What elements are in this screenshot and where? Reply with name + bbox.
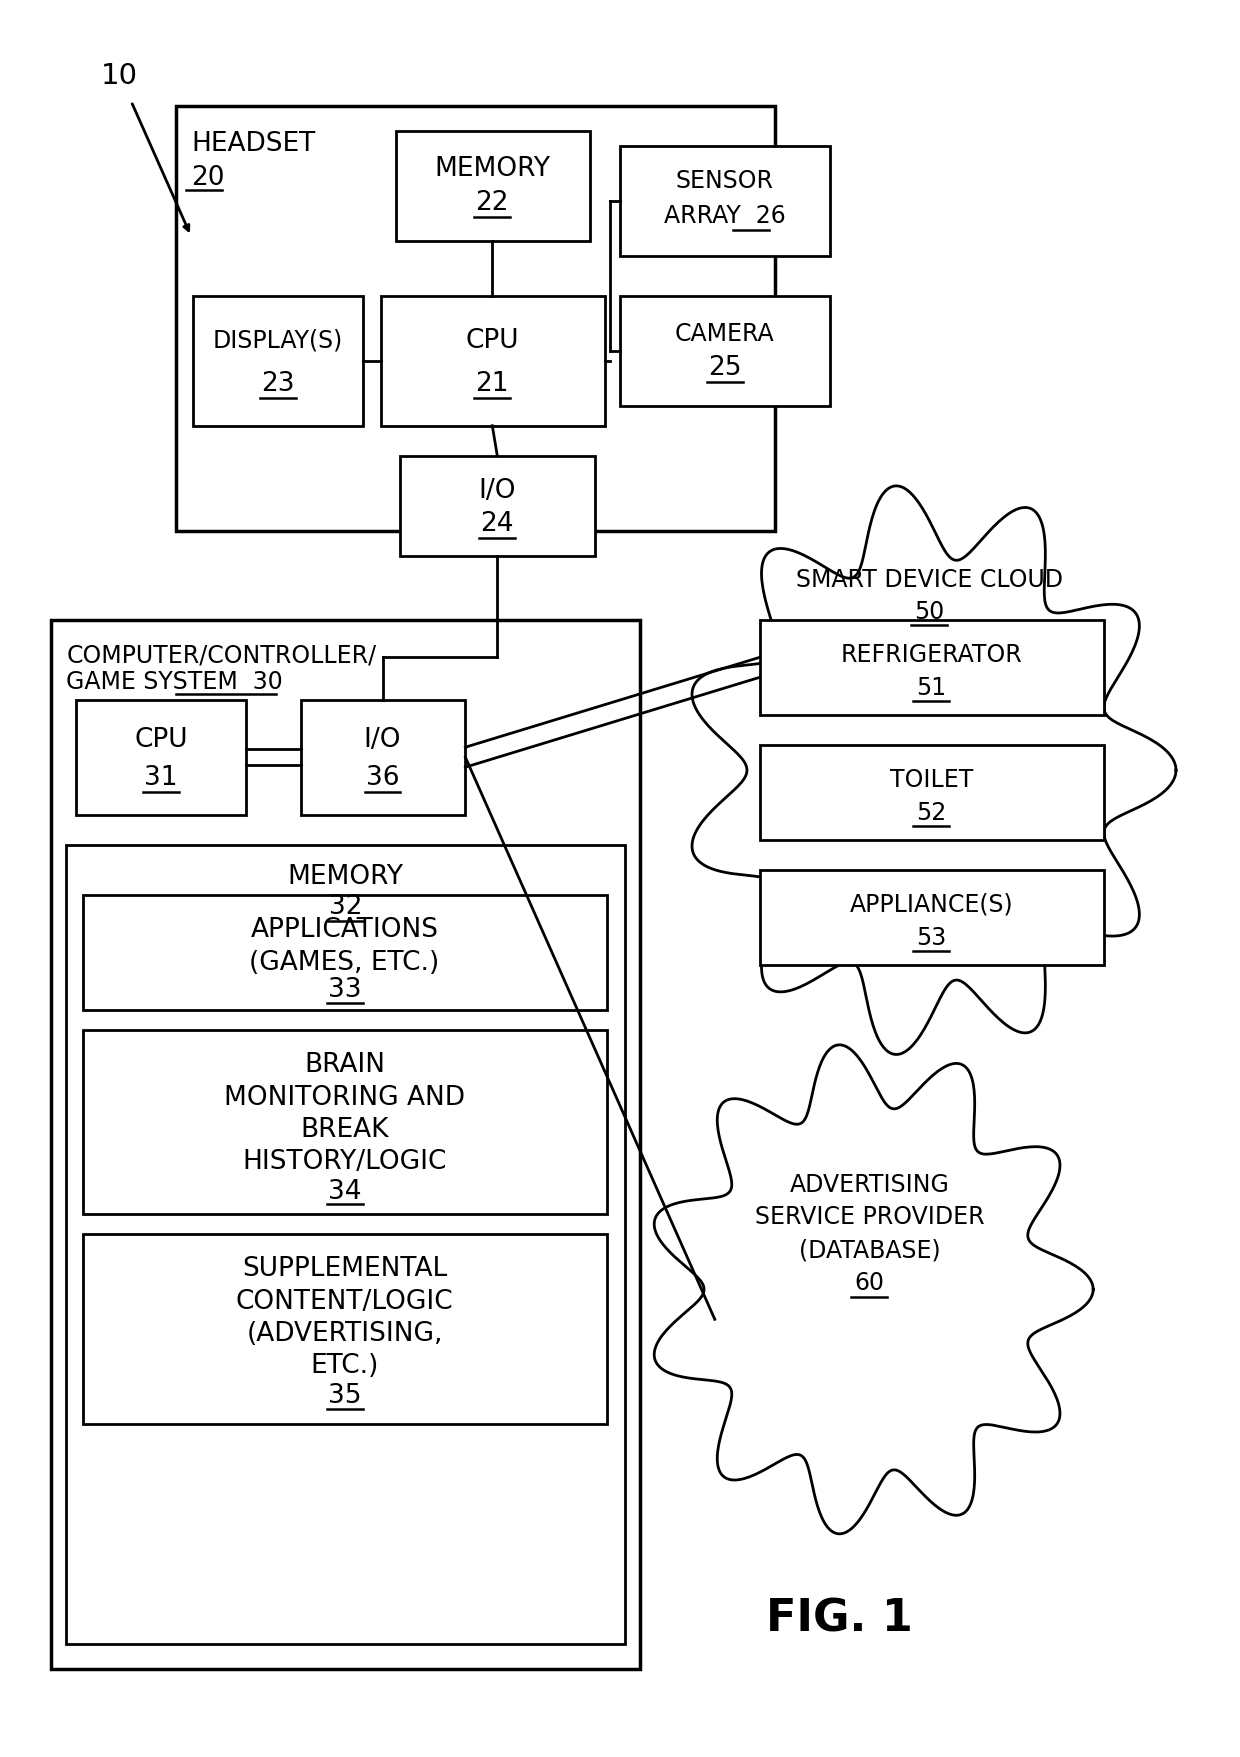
- Text: 32: 32: [329, 894, 362, 921]
- Text: HISTORY/LOGIC: HISTORY/LOGIC: [243, 1149, 446, 1174]
- Bar: [381, 295, 605, 425]
- Text: DISPLAY(S): DISPLAY(S): [212, 329, 343, 353]
- Bar: [176, 105, 775, 531]
- Text: REFRIGERATOR: REFRIGERATOR: [841, 643, 1022, 668]
- Bar: [760, 745, 1104, 840]
- Text: 51: 51: [916, 676, 946, 701]
- Bar: [51, 620, 640, 1669]
- Bar: [66, 845, 625, 1645]
- Text: 33: 33: [327, 977, 361, 1003]
- Text: 60: 60: [854, 1272, 884, 1295]
- Bar: [83, 1235, 608, 1425]
- Text: (ADVERTISING,: (ADVERTISING,: [247, 1321, 443, 1348]
- Text: 22: 22: [475, 190, 510, 216]
- Text: 50: 50: [914, 601, 945, 624]
- Text: 34: 34: [327, 1179, 361, 1205]
- Bar: [401, 455, 595, 555]
- Bar: [83, 1030, 608, 1214]
- Text: (GAMES, ETC.): (GAMES, ETC.): [249, 951, 440, 975]
- Text: ARRAY  26: ARRAY 26: [663, 204, 786, 228]
- Text: SERVICE PROVIDER: SERVICE PROVIDER: [755, 1205, 985, 1230]
- Text: HEADSET: HEADSET: [191, 132, 315, 156]
- Text: SUPPLEMENTAL: SUPPLEMENTAL: [242, 1256, 448, 1283]
- Text: CPU: CPU: [134, 727, 187, 754]
- Text: CAMERA: CAMERA: [675, 322, 775, 346]
- Bar: [396, 132, 590, 241]
- Text: ETC.): ETC.): [310, 1353, 378, 1379]
- Text: (DATABASE): (DATABASE): [799, 1239, 940, 1263]
- Text: 10: 10: [102, 61, 138, 90]
- Text: APPLIANCE(S): APPLIANCE(S): [849, 893, 1013, 917]
- Text: I/O: I/O: [479, 478, 516, 504]
- Text: BRAIN: BRAIN: [304, 1052, 386, 1077]
- Text: MONITORING AND: MONITORING AND: [224, 1084, 465, 1110]
- Text: CONTENT/LOGIC: CONTENT/LOGIC: [236, 1290, 454, 1316]
- Text: 36: 36: [366, 764, 399, 791]
- Text: I/O: I/O: [363, 727, 402, 754]
- Text: MEMORY: MEMORY: [288, 864, 403, 891]
- Text: 20: 20: [191, 165, 224, 192]
- Text: 21: 21: [475, 371, 510, 397]
- Text: 52: 52: [916, 801, 946, 826]
- Bar: [83, 894, 608, 1010]
- Text: BREAK: BREAK: [300, 1117, 389, 1142]
- Text: 31: 31: [144, 764, 177, 791]
- Text: MEMORY: MEMORY: [434, 156, 551, 183]
- Text: TOILET: TOILET: [889, 768, 973, 792]
- Text: SENSOR: SENSOR: [676, 169, 774, 193]
- Bar: [301, 701, 465, 815]
- Text: 24: 24: [481, 511, 515, 536]
- Text: SMART DEVICE CLOUD: SMART DEVICE CLOUD: [796, 569, 1063, 592]
- Polygon shape: [692, 487, 1176, 1054]
- Text: 53: 53: [916, 926, 946, 951]
- Bar: [193, 295, 362, 425]
- Bar: [620, 146, 830, 257]
- Bar: [760, 870, 1104, 965]
- Bar: [760, 620, 1104, 715]
- Text: COMPUTER/CONTROLLER/: COMPUTER/CONTROLLER/: [66, 643, 377, 668]
- Text: GAME SYSTEM  30: GAME SYSTEM 30: [66, 671, 283, 694]
- Text: CPU: CPU: [465, 329, 520, 353]
- Text: 23: 23: [260, 371, 295, 397]
- Polygon shape: [655, 1045, 1094, 1534]
- Text: APPLICATIONS: APPLICATIONS: [250, 917, 439, 944]
- Bar: [76, 701, 246, 815]
- Bar: [620, 295, 830, 406]
- Text: 35: 35: [327, 1383, 361, 1409]
- Text: ADVERTISING: ADVERTISING: [790, 1172, 950, 1197]
- Text: 25: 25: [708, 355, 742, 381]
- Text: FIG. 1: FIG. 1: [766, 1597, 913, 1641]
